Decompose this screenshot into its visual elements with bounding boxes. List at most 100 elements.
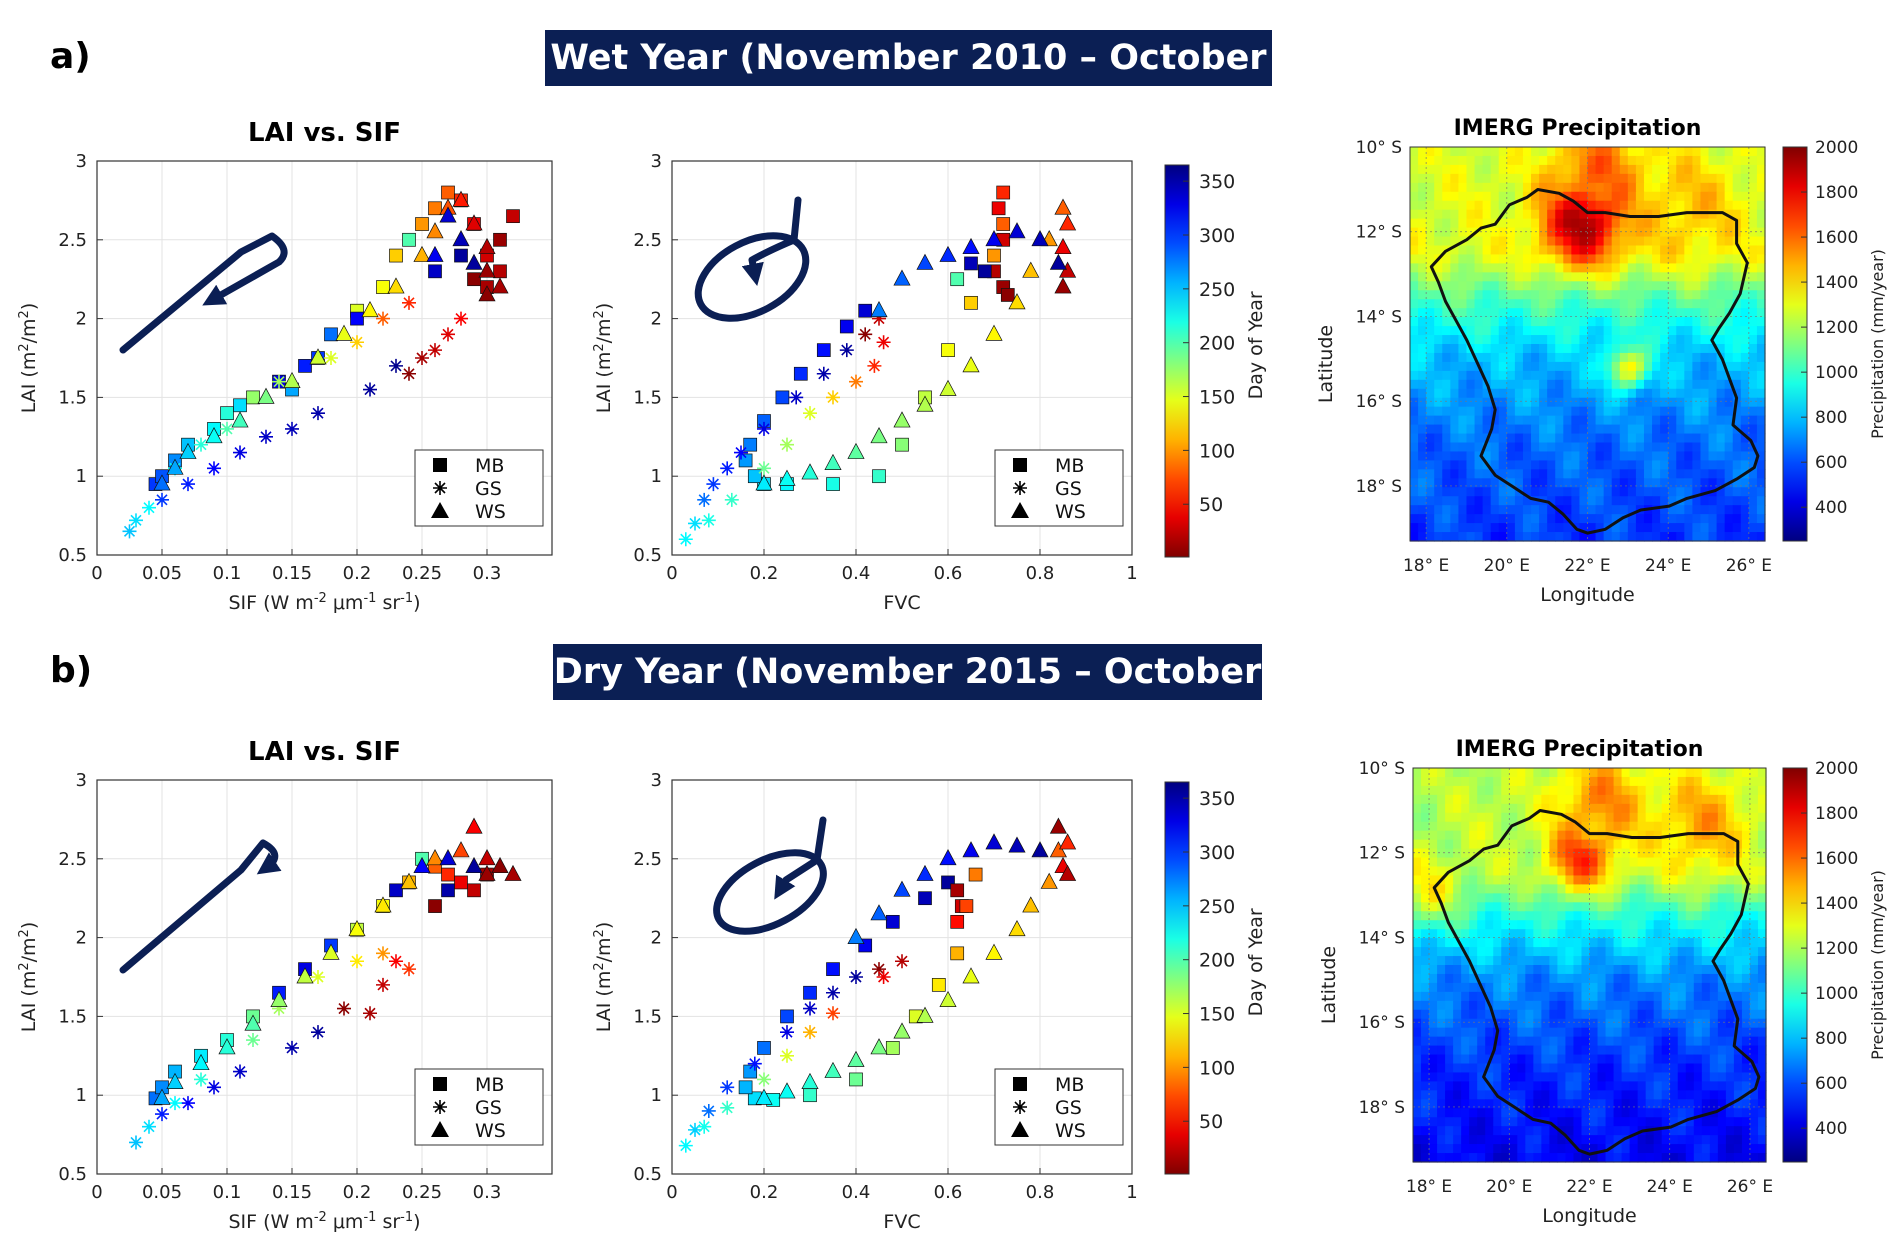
heatmap-cell (1693, 1027, 1703, 1038)
heatmap-cell (1429, 1126, 1438, 1136)
heatmap-cell (1541, 1090, 1550, 1100)
heatmap-cell (1555, 379, 1564, 390)
heatmap-cell (1749, 982, 1759, 993)
heatmap-cell (1661, 1090, 1671, 1100)
point-mb (991, 201, 1006, 216)
heatmap-cell (1501, 920, 1510, 930)
heatmap-cell (1539, 182, 1548, 193)
heatmap-cell (1611, 352, 1621, 363)
heatmap-cell (1660, 173, 1669, 184)
heatmap-cell (1740, 370, 1750, 381)
heatmap-cell (1474, 326, 1484, 336)
heatmap-cell (1587, 397, 1597, 408)
heatmap-cell (1571, 505, 1581, 515)
heatmap-cell (1418, 263, 1427, 273)
heatmap-cell (1740, 406, 1750, 417)
heatmap-cell (1621, 1099, 1631, 1109)
heatmap-cell (1429, 1072, 1438, 1082)
heatmap-cell (1539, 191, 1548, 202)
heatmap-cell (1589, 982, 1599, 993)
heatmap-cell (1565, 848, 1575, 859)
heatmap-cell (1421, 973, 1430, 984)
heatmap-cell (1413, 1027, 1422, 1038)
heatmap-cell (1531, 370, 1540, 381)
heatmap-cell (1635, 397, 1645, 408)
heatmap-cell (1549, 848, 1559, 859)
heatmap-cell (1525, 893, 1534, 903)
heatmap-cell (1498, 460, 1508, 470)
heatmap-cell (1482, 218, 1492, 229)
heatmap-cell (1603, 424, 1613, 435)
heatmap-cell (1709, 776, 1719, 787)
heatmap-cell (1557, 1045, 1567, 1056)
heatmap-cell (1668, 200, 1677, 211)
heatmap-cell (1645, 1063, 1655, 1074)
heatmap-cell (1434, 406, 1443, 417)
heatmap-cell (1466, 496, 1476, 506)
heatmap-cell (1547, 147, 1556, 157)
heatmap-cell (1676, 478, 1685, 488)
heatmap-cell (1533, 1054, 1542, 1065)
heatmap-cell (1605, 902, 1615, 912)
point-ws (1008, 919, 1026, 937)
heatmap-cell (1709, 1153, 1719, 1163)
heatmap-cell (1517, 1045, 1526, 1056)
heatmap-cell (1725, 911, 1735, 921)
heatmap-cell (1549, 839, 1559, 850)
heatmap-cell (1692, 523, 1702, 533)
point-ws (962, 841, 980, 858)
heatmap-cell (1477, 1000, 1486, 1011)
heatmap-cell (1421, 776, 1430, 787)
heatmap-cell (1627, 147, 1637, 157)
heatmap-cell (1573, 1027, 1583, 1038)
heatmap-cell (1565, 956, 1575, 966)
heatmap-cell (1717, 1063, 1727, 1074)
heatmap-cell (1514, 254, 1524, 264)
heatmap-cell (1531, 388, 1540, 399)
heatmap-cell (1732, 442, 1742, 453)
heatmap-cell (1619, 514, 1629, 524)
heatmap-cell (1652, 451, 1661, 461)
heatmap-cell (1643, 532, 1653, 542)
heatmap-cell (1565, 1126, 1575, 1136)
heatmap-cell (1541, 821, 1550, 832)
heatmap-cell (1426, 406, 1435, 417)
heatmap-cell (1740, 487, 1750, 497)
heatmap-cell (1716, 335, 1726, 345)
heatmap-cell (1442, 227, 1451, 238)
heatmap-cell (1724, 147, 1734, 157)
heatmap-cell (1506, 308, 1516, 318)
heatmap-cell (1595, 236, 1605, 247)
heatmap-cell (1684, 361, 1693, 372)
heatmap-cell (1450, 299, 1460, 309)
heatmap-cell (1498, 361, 1508, 372)
heatmap-cell (1677, 1144, 1687, 1154)
heatmap-cell (1740, 397, 1750, 408)
heatmap-cell (1685, 830, 1695, 841)
heatmap-cell (1589, 1081, 1599, 1091)
heatmap-cell (1477, 884, 1486, 894)
heatmap-cell (1676, 191, 1685, 202)
heatmap-cell (1661, 1027, 1671, 1038)
heatmap-cell (1756, 514, 1766, 524)
heatmap-cell (1611, 460, 1621, 470)
heatmap-cell (1733, 929, 1743, 939)
heatmap-cell (1668, 406, 1677, 417)
heatmap-cell (1493, 1126, 1502, 1136)
heatmap-cell (1485, 893, 1494, 903)
heatmap-cell (1733, 1081, 1743, 1091)
heatmap-cell (1637, 1036, 1647, 1047)
heatmap-cell (1660, 200, 1669, 211)
heatmap-cell (1442, 532, 1451, 542)
heatmap-cell (1643, 496, 1653, 506)
heatmap-cell (1469, 794, 1478, 805)
heatmap-cell (1490, 514, 1500, 524)
heatmap-cell (1434, 227, 1443, 238)
heatmap-cell (1732, 344, 1742, 354)
heatmap-cell (1410, 147, 1419, 157)
heatmap-cell (1509, 830, 1518, 841)
heatmap-cell (1629, 929, 1639, 939)
heatmap-cell (1613, 785, 1623, 796)
heatmap-cell (1573, 884, 1583, 894)
